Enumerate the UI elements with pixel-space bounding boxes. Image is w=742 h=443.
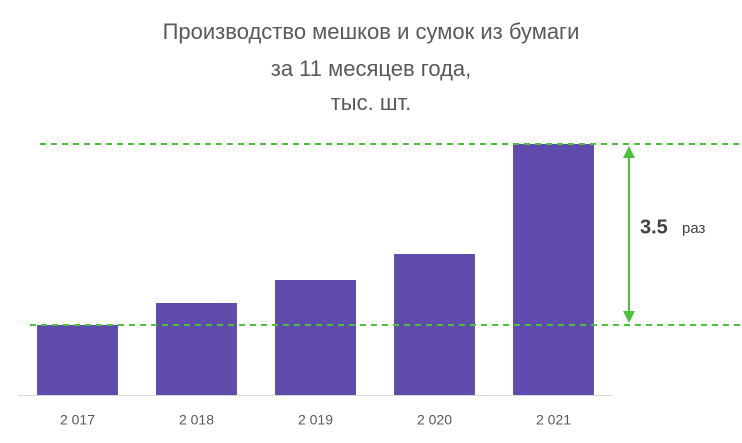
chart-title: тыс. шт. <box>331 90 412 115</box>
bar <box>513 144 594 395</box>
x-tick-label: 2 017 <box>60 412 95 428</box>
chart-title: за 11 месяцев года, <box>271 56 472 81</box>
x-tick-label: 2 020 <box>417 412 452 428</box>
x-tick-label: 2 019 <box>298 412 333 428</box>
annotation-value: 3.5 <box>640 216 668 238</box>
arrow-head <box>623 311 635 323</box>
x-tick-label: 2 021 <box>536 412 571 428</box>
bar <box>37 325 118 395</box>
chart-title: Производство мешков и сумок из бумаги <box>163 19 580 44</box>
bar <box>156 303 237 395</box>
annotation-unit: раз <box>682 220 706 237</box>
bar <box>275 280 356 395</box>
arrow-head <box>623 146 635 158</box>
x-tick-label: 2 018 <box>179 412 214 428</box>
